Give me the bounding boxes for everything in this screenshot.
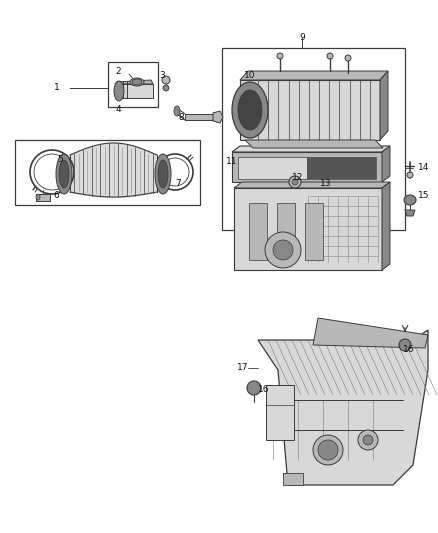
Bar (15, 140, 200, 205)
Text: 16: 16 (258, 385, 269, 394)
Ellipse shape (174, 106, 180, 116)
Text: 14: 14 (418, 164, 429, 173)
Ellipse shape (247, 381, 261, 395)
Ellipse shape (155, 154, 171, 194)
Polygon shape (240, 80, 380, 140)
Ellipse shape (407, 172, 413, 178)
Polygon shape (115, 84, 153, 98)
Polygon shape (405, 210, 415, 216)
Ellipse shape (345, 55, 351, 61)
Polygon shape (313, 318, 428, 348)
Bar (108, 62, 158, 107)
Polygon shape (240, 71, 388, 80)
Ellipse shape (399, 339, 411, 351)
Text: 12: 12 (292, 174, 304, 182)
Ellipse shape (59, 160, 69, 188)
Ellipse shape (163, 85, 169, 91)
Polygon shape (36, 194, 50, 201)
Ellipse shape (358, 430, 378, 450)
Ellipse shape (232, 82, 268, 138)
Polygon shape (277, 203, 295, 260)
Ellipse shape (277, 53, 283, 59)
Ellipse shape (318, 440, 338, 460)
Ellipse shape (363, 435, 373, 445)
Text: 17: 17 (237, 364, 248, 373)
Bar (266, 385, 294, 440)
Ellipse shape (238, 90, 262, 130)
Text: 2: 2 (115, 68, 120, 77)
Ellipse shape (265, 232, 301, 268)
Polygon shape (380, 71, 388, 140)
Text: 15: 15 (418, 191, 430, 200)
Text: 5: 5 (57, 156, 63, 165)
Polygon shape (238, 157, 376, 179)
Polygon shape (234, 182, 390, 188)
Ellipse shape (130, 78, 144, 86)
Polygon shape (382, 182, 390, 270)
Ellipse shape (114, 81, 124, 101)
Polygon shape (245, 140, 383, 148)
Text: 8: 8 (178, 114, 184, 123)
Polygon shape (249, 203, 267, 260)
Ellipse shape (292, 179, 298, 185)
Polygon shape (307, 157, 376, 179)
Polygon shape (232, 152, 382, 182)
Ellipse shape (158, 160, 168, 188)
Polygon shape (234, 188, 382, 270)
Polygon shape (382, 146, 390, 182)
Polygon shape (185, 114, 213, 120)
Text: 9: 9 (299, 34, 305, 43)
Polygon shape (305, 203, 323, 260)
Ellipse shape (36, 194, 40, 200)
Ellipse shape (132, 79, 142, 85)
Ellipse shape (327, 53, 333, 59)
Text: 1: 1 (54, 84, 60, 93)
Polygon shape (258, 330, 428, 485)
Polygon shape (232, 146, 390, 152)
Text: 10: 10 (244, 71, 255, 80)
Text: 3: 3 (159, 71, 165, 80)
Bar (222, 48, 405, 230)
Text: 7: 7 (175, 179, 181, 188)
Ellipse shape (56, 154, 72, 194)
Ellipse shape (404, 195, 416, 205)
Polygon shape (283, 473, 303, 485)
Text: 13: 13 (320, 179, 332, 188)
Text: 6: 6 (53, 191, 59, 200)
Text: 11: 11 (226, 157, 237, 166)
Ellipse shape (313, 435, 343, 465)
Ellipse shape (273, 240, 293, 260)
Ellipse shape (289, 176, 301, 188)
Text: 4: 4 (115, 106, 121, 115)
Ellipse shape (162, 76, 170, 84)
Text: 16: 16 (403, 345, 414, 354)
Polygon shape (115, 80, 153, 84)
Polygon shape (213, 111, 223, 123)
